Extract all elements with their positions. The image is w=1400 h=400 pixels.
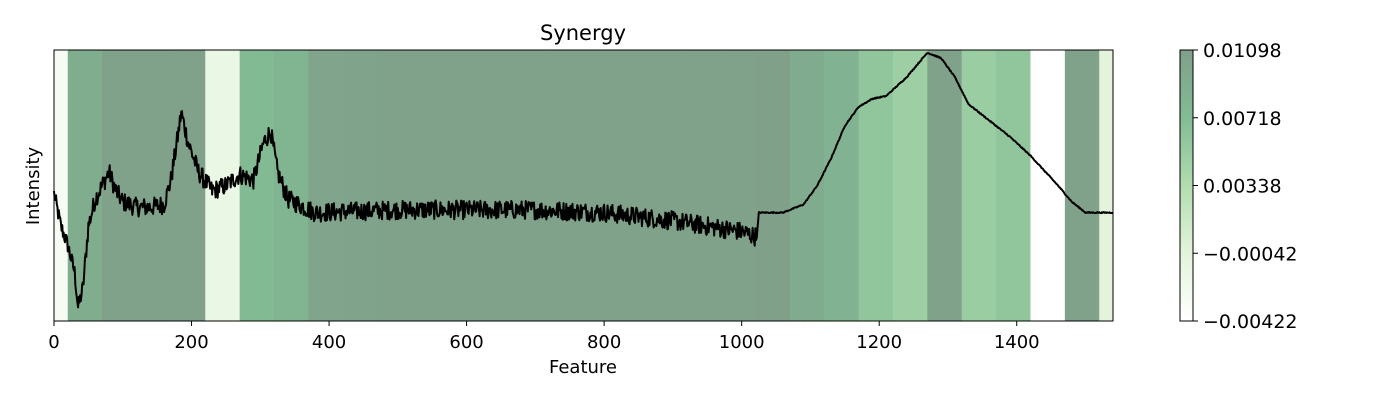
plot-frame [53, 49, 1114, 322]
heatmap-band [996, 50, 1031, 321]
x-tick-label: 600 [449, 332, 483, 353]
heatmap-band [927, 50, 963, 321]
heatmap-band [549, 50, 584, 321]
heatmap-band [755, 50, 791, 321]
heatmap-band [583, 50, 619, 321]
heatmap-band [892, 50, 928, 321]
heatmap-band [652, 50, 688, 321]
heatmap-band [686, 50, 722, 321]
x-tick-label: 0 [48, 332, 59, 353]
line-series [53, 52, 1114, 309]
heatmap-band [480, 50, 516, 321]
chart-title: Synergy [540, 21, 626, 45]
heatmap-band [617, 50, 653, 321]
heatmap-band [1099, 50, 1114, 321]
heatmap-band [1030, 50, 1066, 321]
y-axis-label: Intensity [23, 146, 44, 225]
line-series-intensity [53, 52, 1114, 309]
heatmap-band [858, 50, 894, 321]
heatmap-band [824, 50, 860, 321]
x-tick-label: 1200 [856, 332, 902, 353]
heatmap-bands [54, 50, 1114, 321]
x-tick-label: 200 [174, 332, 208, 353]
x-axis-label: Feature [549, 357, 617, 378]
heatmap-band [789, 50, 825, 321]
heatmap-band [308, 50, 344, 321]
x-tick-label: 800 [587, 332, 621, 353]
heatmap-band [961, 50, 997, 321]
heatmap-band [342, 50, 378, 321]
x-tick-label: 1000 [719, 332, 765, 353]
colorbar [1179, 49, 1194, 322]
heatmap-band [411, 50, 447, 321]
colorbar-tick-label: −0.00042 [1203, 243, 1298, 265]
heatmap-band [721, 50, 756, 321]
heatmap-band [67, 50, 103, 321]
heatmap-band [274, 50, 309, 321]
heatmap-band [1064, 50, 1100, 321]
colorbar-tick-label: −0.00422 [1203, 311, 1298, 333]
heatmap-band [445, 50, 481, 321]
x-tick-label: 1400 [994, 332, 1040, 353]
heatmap-band [54, 50, 69, 321]
heatmap-band [170, 50, 206, 321]
heatmap-band [377, 50, 413, 321]
x-tick-label: 400 [312, 332, 346, 353]
heatmap-band [102, 50, 138, 321]
colorbar-tick-label: 0.01098 [1203, 40, 1282, 62]
heatmap-band [514, 50, 550, 321]
colorbar-tick-label: 0.00338 [1203, 176, 1282, 198]
heatmap-band [136, 50, 172, 321]
colorbar-ticks: 0.01098 0.00718 0.00338 −0.00042 −0.00422 [1193, 40, 1298, 333]
x-axis: 0 200 400 600 800 1000 1200 1400 [48, 321, 1040, 353]
colorbar-tick-label: 0.00718 [1203, 108, 1282, 130]
heatmap-band [239, 50, 275, 321]
